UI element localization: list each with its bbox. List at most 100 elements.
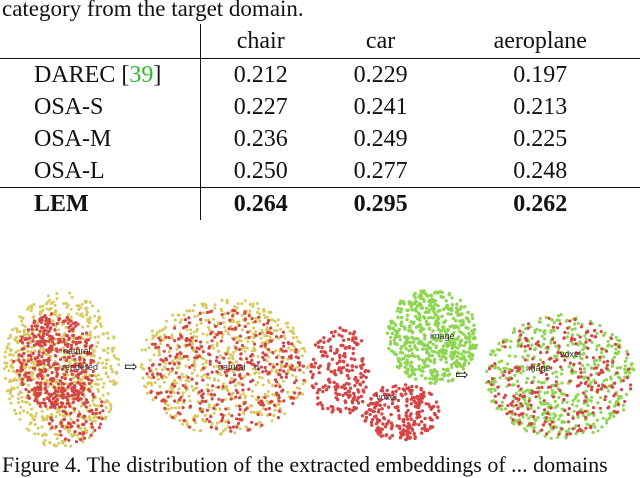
scatter-point (458, 343, 461, 346)
scatter-point (431, 354, 434, 357)
scatter-point (188, 366, 191, 369)
value-cell: 0.248 (441, 155, 640, 188)
scatter-point (189, 405, 192, 408)
scatter-point (389, 342, 392, 345)
scatter-point (199, 407, 202, 410)
scatter-point (190, 385, 193, 388)
scatter-point (30, 358, 33, 361)
scatter-point (494, 401, 497, 404)
scatter-point (251, 353, 254, 356)
scatter-point (71, 340, 74, 343)
scatter-point (500, 408, 503, 411)
scatter-point (303, 347, 306, 350)
scatter-point (355, 365, 358, 368)
scatter-point (22, 409, 25, 412)
scatter-point (51, 371, 54, 374)
scatter-point (19, 412, 22, 415)
scatter-point (537, 340, 540, 343)
scatter-point (597, 429, 600, 432)
scatter-point (254, 317, 257, 320)
scatter-point (421, 370, 424, 373)
scatter-point (33, 303, 36, 306)
scatter-point (241, 344, 244, 347)
scatter-point (597, 364, 600, 367)
scatter-point (236, 312, 239, 315)
scatter-point (196, 329, 199, 332)
scatter-point (228, 357, 231, 360)
scatter-point (148, 367, 151, 370)
scatter-point (239, 335, 242, 338)
scatter-point (179, 419, 182, 422)
scatter-point (297, 356, 300, 359)
scatter-point (159, 342, 162, 345)
scatter-point (568, 380, 571, 383)
scatter-point (419, 393, 422, 396)
citation-link[interactable]: 39 (129, 62, 153, 88)
scatter-point (51, 401, 54, 404)
scatter-point (537, 386, 540, 389)
scatter-point (228, 412, 231, 415)
scatter-point (201, 410, 204, 413)
scatter-point (395, 353, 398, 356)
scatter-point (533, 410, 536, 413)
scatter-point (466, 318, 469, 321)
scatter-point (76, 312, 79, 315)
scatter-point (626, 353, 629, 356)
scatter-point (16, 386, 19, 389)
scatter-point (537, 380, 540, 383)
scatter-point (195, 339, 198, 342)
scatter-point (557, 418, 560, 421)
scatter-point (142, 368, 145, 371)
scatter-point (423, 333, 426, 336)
scatter-point (474, 346, 477, 349)
scatter-point (72, 334, 75, 337)
scatter-point (229, 381, 232, 384)
scatter-point (56, 297, 59, 300)
scatter-point (171, 383, 174, 386)
scatter-point (168, 362, 171, 365)
scatter-point (22, 359, 25, 362)
scatter-point (295, 376, 298, 379)
scatter-point (602, 417, 605, 420)
scatter-point (91, 399, 94, 402)
scatter-point (572, 399, 575, 402)
scatter-point (13, 409, 16, 412)
method-cell: LEM (0, 188, 200, 221)
scatter-point (99, 322, 102, 325)
scatter-point (108, 410, 111, 413)
scatter-point (28, 366, 31, 369)
scatter-point (63, 373, 66, 376)
scatter-point (530, 404, 533, 407)
scatter-point (151, 337, 154, 340)
scatter-point (432, 405, 435, 408)
scatter-point (140, 363, 143, 366)
scatter-point (39, 405, 42, 408)
scatter-point (352, 347, 355, 350)
scatter-point (320, 350, 323, 353)
scatter-point (157, 337, 160, 340)
scatter-point (435, 344, 438, 347)
scatter-point (176, 353, 179, 356)
scatter-point (11, 363, 14, 366)
scatter-point (77, 341, 80, 344)
scatter-point (155, 368, 158, 371)
scatter-point (30, 375, 33, 378)
scatter-point (164, 336, 167, 339)
scatter-point (284, 365, 287, 368)
scatter-point (286, 391, 289, 394)
scatter-point (346, 364, 349, 367)
scatter-point (391, 332, 394, 335)
scatter-point (102, 366, 105, 369)
scatter-point (14, 351, 17, 354)
scatter-point (146, 392, 149, 395)
scatter-point (571, 333, 574, 336)
scatter-point (417, 368, 420, 371)
scatter-point (213, 412, 216, 415)
scatter-point (173, 327, 176, 330)
scatter-point (51, 405, 54, 408)
scatter-point (185, 344, 188, 347)
scatter-point (246, 407, 249, 410)
scatter-point (622, 408, 625, 411)
scatter-point (196, 314, 199, 317)
scatter-point (546, 412, 549, 415)
